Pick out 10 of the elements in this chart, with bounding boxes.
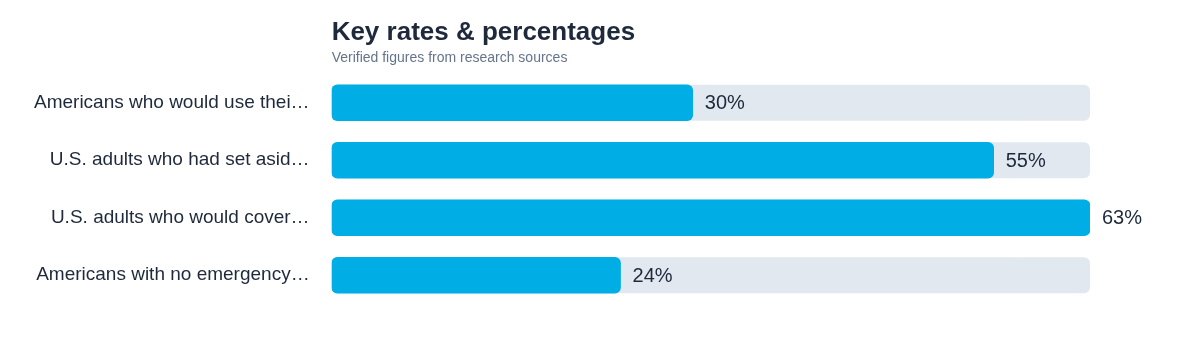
data-label: 55% <box>1005 148 1046 171</box>
y-tick-label: Americans with no emergency… <box>36 263 310 285</box>
chart-title: Key rates & percentages <box>331 16 636 46</box>
data-label: 24% <box>632 263 673 286</box>
chart-subtitle: Verified figures from research sources <box>331 49 568 65</box>
data-label: 30% <box>704 91 745 114</box>
y-tick-label: U.S. adults who had set asid… <box>49 148 310 170</box>
y-tick-label: Americans who would use thei… <box>33 90 310 112</box>
y-tick-label: U.S. adults who would cover… <box>50 205 310 227</box>
data-label: 63% <box>1102 206 1143 229</box>
